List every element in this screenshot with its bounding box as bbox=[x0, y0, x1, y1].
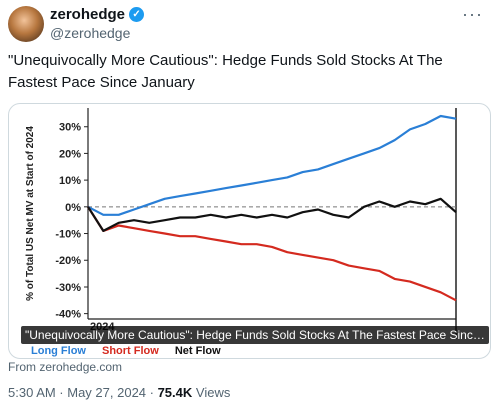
legend-long-flow: Long Flow bbox=[31, 345, 86, 357]
legend-short-flow: Short Flow bbox=[101, 345, 159, 357]
view-count: 75.4K bbox=[157, 385, 193, 400]
link-card[interactable]: 30% 20% 10% 0% -10% -20% -30% -40% % of Total US… bbox=[8, 103, 491, 359]
y-tick-label: -40% bbox=[55, 309, 81, 321]
more-options-icon[interactable]: ··· bbox=[462, 4, 483, 24]
timestamp[interactable]: 5:30 AM · May 27, 2024 · bbox=[8, 385, 158, 400]
author-name-row[interactable]: zerohedge ✓ bbox=[50, 6, 145, 23]
chart: 30% 20% 10% 0% -10% -20% -30% -40% % of Total US… bbox=[25, 108, 457, 339]
tweet-text: "Unequivocally More Cautious": Hedge Fun… bbox=[8, 52, 443, 91]
y-axis-label: % of Total US Net MV at Start of 2024 bbox=[25, 126, 36, 301]
card-source[interactable]: From zerohedge.com bbox=[8, 360, 123, 374]
series-line-net-flow bbox=[87, 197, 457, 232]
verified-badge-icon: ✓ bbox=[129, 7, 145, 22]
handle[interactable]: @zerohedge bbox=[50, 25, 131, 41]
chart-legend: Long Flow Short Flow Net Flow bbox=[31, 345, 221, 357]
y-tick-label: -30% bbox=[55, 282, 81, 294]
series-line-long-flow bbox=[87, 114, 457, 216]
avatar[interactable] bbox=[8, 6, 44, 42]
tweet-meta: 5:30 AM · May 27, 2024 · 75.4K Views bbox=[8, 385, 230, 400]
card-caption: "Unequivocally More Cautious": Hedge Fun… bbox=[21, 326, 489, 344]
y-tick-label: -20% bbox=[55, 255, 81, 267]
y-tick-label: 10% bbox=[59, 175, 81, 187]
series-line-short-flow bbox=[87, 206, 457, 302]
y-tick-label: 20% bbox=[59, 148, 81, 160]
display-name[interactable]: zerohedge bbox=[50, 6, 126, 23]
views-label: Views bbox=[192, 385, 231, 400]
y-tick-label: 30% bbox=[59, 122, 81, 134]
y-tick-label: 0% bbox=[65, 202, 81, 214]
y-tick-label: -10% bbox=[55, 229, 81, 241]
legend-net-flow: Net Flow bbox=[174, 345, 221, 357]
